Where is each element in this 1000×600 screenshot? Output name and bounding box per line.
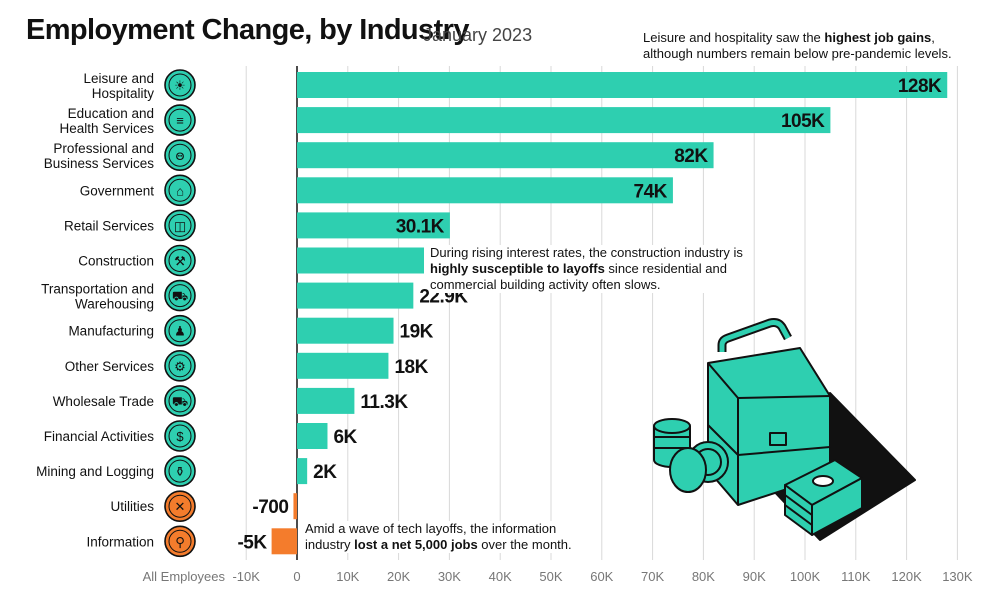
- category-label: Other Services: [65, 359, 155, 374]
- x-tick-label: 20K: [387, 569, 410, 584]
- bar: [271, 528, 297, 555]
- bar: [297, 317, 394, 344]
- bar-value-label: 11.3K: [360, 392, 408, 413]
- bar: [293, 493, 297, 520]
- shovel-icon-glyph: ⚱: [175, 464, 186, 479]
- category-label: Leisure and: [83, 71, 154, 86]
- x-tick-label: 90K: [743, 569, 766, 584]
- category-label: Hospitality: [92, 86, 155, 101]
- gear-icon-glyph: ⚙: [174, 359, 186, 374]
- bar-value-label: -700: [252, 497, 288, 518]
- x-tick-label: 130K: [942, 569, 973, 584]
- factory-worker-icon-glyph: ♟: [174, 324, 186, 339]
- x-tick-label: 50K: [539, 569, 562, 584]
- x-tick-label: 40K: [489, 569, 512, 584]
- x-tick-label: 60K: [590, 569, 613, 584]
- category-label: Mining and Logging: [36, 464, 154, 479]
- category-label: Education and: [68, 106, 154, 121]
- bar: [297, 72, 948, 98]
- bar: [297, 387, 355, 414]
- tools-icon-glyph: ✕: [175, 499, 186, 514]
- icon-ring: [168, 389, 192, 413]
- icon-ring: [168, 249, 192, 272]
- bar: [297, 212, 450, 239]
- annotation-information: Amid a wave of tech layoffs, the informa…: [305, 521, 595, 553]
- category-label: Retail Services: [64, 218, 154, 233]
- chart-title: Employment Change, by Industry: [26, 14, 469, 46]
- people-icon-glyph: ꙫ: [175, 148, 184, 163]
- category-label: Financial Activities: [44, 429, 155, 444]
- category-label: Construction: [78, 254, 154, 269]
- bar-value-label: 105K: [781, 111, 825, 132]
- icon-ring: [168, 108, 192, 132]
- icon-ring: [168, 213, 192, 237]
- x-tick-label: 30K: [438, 569, 461, 584]
- bar-value-label: 19K: [400, 322, 434, 343]
- category-label: Business Services: [44, 156, 155, 171]
- x-tick-label: 80K: [692, 569, 715, 584]
- bar-value-label: 82K: [674, 146, 708, 167]
- icon-ring: [168, 178, 192, 202]
- icon-ring: [168, 494, 192, 518]
- icon-ring: [168, 319, 192, 343]
- crane-icon-glyph: ⚒: [174, 254, 186, 269]
- category-label: Utilities: [110, 499, 154, 514]
- x-tick-label: 120K: [891, 569, 922, 584]
- icon-ring: [168, 73, 192, 97]
- bar-value-label: 18K: [394, 357, 428, 378]
- icon-ring: [168, 529, 192, 553]
- bar-value-label: 30.1K: [396, 216, 445, 237]
- x-tick-label: 0: [293, 569, 300, 584]
- chart-subtitle: January 2023: [423, 25, 533, 45]
- x-tick-label: 110K: [841, 569, 871, 584]
- briefcase-illustration: [653, 318, 916, 541]
- x-tick-label: -10K: [232, 569, 260, 584]
- magnifier-icon-glyph: ⚲: [175, 534, 185, 549]
- bar: [297, 352, 389, 379]
- bar: [297, 247, 424, 274]
- x-axis-ticks: -10K 0 10K 20K 30K 40K 50K 60K 70K 80K 90K 100K 110K…: [143, 569, 973, 584]
- bar-value-label: 6K: [333, 427, 357, 448]
- category-label: Transportation and: [41, 282, 154, 297]
- bar: [297, 458, 308, 485]
- category-label: Information: [86, 534, 154, 549]
- bar-value-label: 128K: [898, 76, 942, 97]
- bar-value-label: 74K: [634, 181, 668, 202]
- shopping-bag-icon-glyph: ◫: [174, 218, 186, 233]
- bar: [297, 282, 414, 309]
- icon-ring: [168, 284, 192, 308]
- category-label: Health Services: [59, 121, 154, 136]
- category-label: Manufacturing: [68, 324, 154, 339]
- icon-ring: [168, 459, 192, 483]
- icon-ring: [168, 424, 192, 448]
- annotation-leisure: Leisure and hospitality saw the highest …: [643, 30, 952, 61]
- category-label: Government: [80, 183, 155, 198]
- bar: [297, 177, 673, 204]
- category-label: Wholesale Trade: [53, 394, 154, 409]
- books-icon-glyph: ≡: [176, 113, 184, 128]
- bar-value-label: -5K: [237, 532, 267, 553]
- bar: [297, 142, 714, 169]
- x-tick-label: 70K: [641, 569, 664, 584]
- beach-icon-glyph: ☀: [174, 78, 186, 93]
- category-label: Warehousing: [75, 297, 154, 312]
- bars: 128K105K82K74K30.1K25.0K22.9K19K18K11.3K…: [237, 72, 948, 555]
- x-tick-label: 100K: [790, 569, 821, 584]
- bar-value-label: 2K: [313, 462, 337, 483]
- government-building-icon-glyph: ⌂: [176, 183, 184, 198]
- money-bag-icon-glyph: $: [176, 429, 184, 444]
- category-label: Professional and: [53, 141, 154, 156]
- icon-ring: [168, 143, 192, 167]
- delivery-truck-icon-glyph: ⛟: [172, 394, 188, 409]
- annotation-construction: During rising interest rates, the constr…: [430, 245, 750, 293]
- truck-icon-glyph: ⛟: [172, 289, 188, 304]
- bar: [297, 107, 831, 134]
- bar: [297, 423, 328, 449]
- x-tick-label: 10K: [336, 569, 359, 584]
- x-axis-label: All Employees: [143, 569, 226, 584]
- category-icons: ☀ ≡ ꙫ ⌂ ◫ ⚒ ⛟ ♟ ⚙ ⛟ $ ⚱ ✕ ⚲: [164, 69, 196, 558]
- icon-ring: [168, 354, 192, 378]
